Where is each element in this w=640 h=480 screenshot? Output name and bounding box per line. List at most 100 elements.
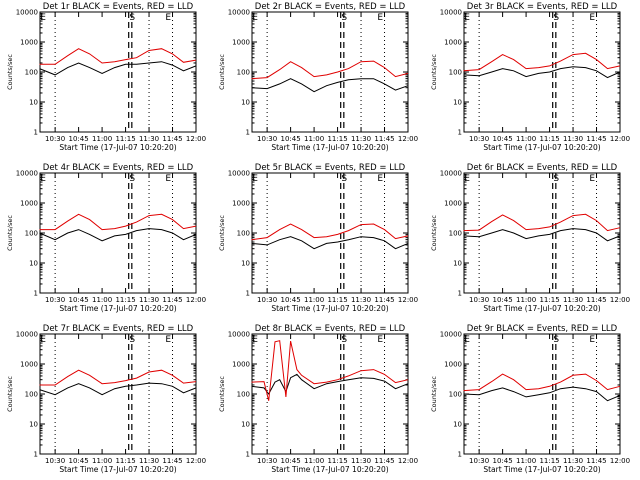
x-tick-label: 11:30	[351, 296, 371, 304]
x-tick-label: 11:45	[586, 135, 606, 143]
x-tick-label: 12:00	[610, 457, 630, 465]
x-axis-label: Start Time (17-Jul-07 10:20:20)	[483, 143, 600, 152]
y-tick-label: 1	[458, 290, 462, 298]
x-tick-label: 12:00	[398, 457, 418, 465]
y-tick-label: 100	[25, 230, 38, 238]
lld-series-line	[463, 373, 621, 392]
segment-marker-s: S	[341, 13, 347, 23]
events-series-line	[463, 66, 621, 79]
y-tick-label: 1	[34, 451, 38, 459]
lld-series-line	[39, 48, 197, 65]
y-tick-label: 1	[34, 129, 38, 137]
events-series-line	[39, 382, 197, 396]
plot-title-1: Det 1r BLACK = Events, RED = LLD	[43, 2, 194, 12]
y-tick-label: 1	[34, 290, 38, 298]
segment-marker-e: E	[165, 13, 171, 23]
plot-title-9: Det 9r BLACK = Events, RED = LLD	[467, 324, 618, 334]
y-tick-label: 10	[29, 260, 38, 268]
y-tick-label: 1000	[444, 39, 462, 47]
x-axis-label: Start Time (17-Jul-07 10:20:20)	[271, 304, 388, 313]
y-tick-label: 10000	[228, 9, 250, 17]
x-tick-label: 11:15	[115, 135, 135, 143]
x-tick-label: 10:45	[493, 457, 513, 465]
x-tick-label: 11:15	[115, 296, 135, 304]
x-tick-label: 11:45	[374, 296, 394, 304]
y-tick-label: 1	[458, 451, 462, 459]
x-tick-label: 10:30	[45, 135, 65, 143]
x-axis-label: Start Time (17-Jul-07 10:20:20)	[483, 304, 600, 313]
y-axis-label: Counts/sec	[430, 215, 438, 251]
segment-marker-s: S	[341, 174, 347, 184]
y-axis-label: Counts/sec	[430, 54, 438, 90]
segment-marker-e: E	[252, 13, 258, 23]
y-tick-label: 1	[246, 290, 250, 298]
plot-title-7: Det 7r BLACK = Events, RED = LLD	[43, 324, 194, 334]
lld-series-line	[39, 213, 197, 231]
x-axis-label: Start Time (17-Jul-07 10:20:20)	[271, 143, 388, 152]
y-tick-label: 1	[246, 129, 250, 137]
segment-marker-e: E	[252, 174, 258, 184]
y-axis-label: Counts/sec	[6, 376, 14, 412]
y-axis-label: Counts/sec	[6, 215, 14, 251]
x-tick-label: 11:15	[327, 296, 347, 304]
segment-marker-e: E	[464, 174, 470, 184]
segment-marker-e: E	[589, 174, 595, 184]
y-tick-label: 1000	[20, 39, 38, 47]
y-tick-label: 100	[449, 391, 462, 399]
events-series-line	[251, 373, 409, 395]
x-tick-label: 11:30	[351, 135, 371, 143]
y-tick-label: 100	[237, 69, 250, 77]
x-tick-label: 11:00	[304, 135, 324, 143]
x-tick-label: 10:30	[469, 135, 489, 143]
x-tick-label: 10:45	[493, 135, 513, 143]
segment-marker-e: E	[464, 335, 470, 345]
x-tick-label: 10:45	[281, 296, 301, 304]
x-tick-label: 10:30	[45, 457, 65, 465]
x-tick-label: 12:00	[186, 296, 206, 304]
segment-marker-e: E	[40, 13, 46, 23]
x-tick-label: 11:30	[563, 135, 583, 143]
x-tick-label: 11:45	[162, 457, 182, 465]
x-tick-label: 10:30	[469, 457, 489, 465]
lld-series-line	[251, 340, 409, 401]
plot-title-2: Det 2r BLACK = Events, RED = LLD	[255, 2, 406, 12]
plot-title-8: Det 8r BLACK = Events, RED = LLD	[255, 324, 406, 334]
y-tick-label: 10000	[16, 170, 38, 178]
segment-marker-s: S	[553, 335, 559, 345]
segment-marker-s: S	[553, 174, 559, 184]
y-tick-label: 100	[237, 391, 250, 399]
segment-marker-e: E	[252, 335, 258, 345]
x-axis-label: Start Time (17-Jul-07 10:20:20)	[271, 465, 388, 474]
events-series-line	[251, 78, 409, 93]
segment-marker-e: E	[40, 174, 46, 184]
y-tick-label: 10000	[228, 331, 250, 339]
x-axis-label: Start Time (17-Jul-07 10:20:20)	[59, 143, 176, 152]
y-tick-label: 10000	[440, 331, 462, 339]
x-tick-label: 11:30	[351, 457, 371, 465]
y-tick-label: 100	[25, 391, 38, 399]
segment-marker-e: E	[377, 335, 383, 345]
x-tick-label: 10:45	[281, 457, 301, 465]
segment-marker-e: E	[165, 174, 171, 184]
x-tick-label: 11:30	[563, 457, 583, 465]
y-tick-label: 1000	[232, 39, 250, 47]
segment-marker-e: E	[589, 13, 595, 23]
segment-marker-s: S	[129, 13, 135, 23]
plot-title-4: Det 4r BLACK = Events, RED = LLD	[43, 163, 194, 173]
segment-marker-s: S	[129, 174, 135, 184]
x-tick-label: 11:00	[92, 135, 112, 143]
y-axis-label: Counts/sec	[218, 215, 226, 251]
lld-series-line	[463, 213, 621, 232]
y-tick-label: 1	[246, 451, 250, 459]
y-tick-label: 100	[449, 69, 462, 77]
y-axis-label: Counts/sec	[218, 376, 226, 412]
lld-series-line	[463, 52, 621, 72]
y-tick-label: 10000	[440, 170, 462, 178]
y-tick-label: 10	[29, 99, 38, 107]
events-series-line	[39, 228, 197, 242]
x-tick-label: 11:45	[586, 457, 606, 465]
x-tick-label: 11:30	[139, 296, 159, 304]
x-axis-label: Start Time (17-Jul-07 10:20:20)	[59, 304, 176, 313]
x-tick-label: 11:00	[516, 135, 536, 143]
